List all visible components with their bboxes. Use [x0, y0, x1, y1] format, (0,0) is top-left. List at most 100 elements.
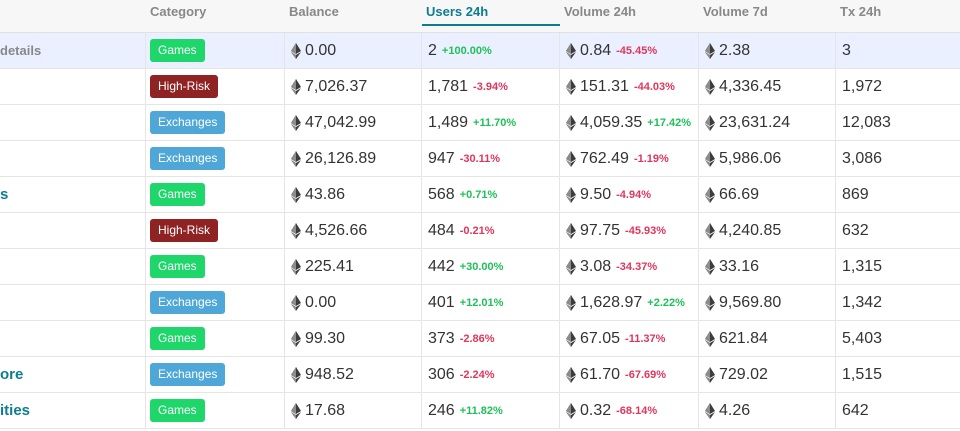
- ethereum-icon: [705, 186, 715, 203]
- ethereum-icon: [705, 294, 715, 311]
- ethereum-icon: [291, 330, 301, 347]
- category-cell: Games: [146, 33, 285, 68]
- tx-value: 12,083: [842, 113, 891, 131]
- table-row[interactable]: details Games 0.00 2 +100.00% 0.84 -45.4…: [0, 33, 960, 69]
- balance-cell: 99.30: [285, 321, 422, 356]
- ethereum-icon: [566, 42, 576, 59]
- ethereum-icon: [705, 366, 715, 383]
- users-value: 947: [428, 149, 455, 167]
- balance-cell: 0.00: [285, 33, 422, 68]
- table-row[interactable]: High-Risk 4,526.66 484 -0.21% 97.75 -45.…: [0, 213, 960, 249]
- volume-cell: 762.49 -1.19%: [560, 141, 699, 176]
- volume-value: 0.84: [580, 41, 612, 59]
- column-volume-header[interactable]: Volume 24h: [564, 4, 637, 19]
- category-badge[interactable]: Exchanges: [150, 111, 226, 134]
- column-balance-header[interactable]: Balance: [289, 4, 339, 19]
- category-badge[interactable]: Games: [150, 399, 205, 422]
- ethereum-icon: [566, 78, 576, 95]
- volume-cell: 67.05 -11.37%: [560, 321, 699, 356]
- tx-cell: 3: [836, 33, 960, 68]
- tx-cell: 3,086: [836, 141, 960, 176]
- volume7d-value: 5,986.06: [719, 149, 782, 167]
- volume7d-cell: 66.69: [699, 177, 836, 212]
- users-cell: 1,781 -3.94%: [422, 69, 560, 104]
- dapp-name[interactable]: ities: [0, 402, 31, 419]
- users-cell: 484 -0.21%: [422, 213, 560, 248]
- tx-value: 642: [842, 401, 869, 419]
- ethereum-icon: [566, 366, 576, 383]
- column-name-header[interactable]: [0, 0, 146, 32]
- users-change: -3.94%: [473, 80, 508, 93]
- table-row[interactable]: ities Games 17.68 246 +11.82% 0.32 -68.1…: [0, 393, 960, 429]
- tx-cell: 12,083: [836, 105, 960, 140]
- name-cell: s: [0, 177, 146, 212]
- balance-cell: 0.00: [285, 285, 422, 320]
- table-row[interactable]: Games 225.41 442 +30.00% 3.08 -34.37% 33…: [0, 249, 960, 285]
- balance-cell: 47,042.99: [285, 105, 422, 140]
- category-badge[interactable]: High-Risk: [150, 75, 219, 98]
- tx-value: 1,972: [842, 77, 883, 95]
- volume-value: 1,628.97: [580, 293, 643, 311]
- ethereum-icon: [705, 402, 715, 419]
- users-value: 2: [428, 41, 437, 59]
- table-row[interactable]: Exchanges 26,126.89 947 -30.11% 762.49 -…: [0, 141, 960, 177]
- category-cell: Games: [146, 249, 285, 284]
- volume7d-value: 4,336.45: [719, 77, 782, 95]
- users-change: +11.70%: [473, 116, 517, 129]
- volume7d-cell: 33.16: [699, 249, 836, 284]
- category-badge[interactable]: Exchanges: [150, 147, 226, 170]
- category-cell: Exchanges: [146, 141, 285, 176]
- column-tx-header[interactable]: Tx 24h: [840, 4, 882, 19]
- balance-cell: 17.68: [285, 393, 422, 428]
- dapp-name[interactable]: ore: [0, 366, 24, 383]
- name-cell: [0, 213, 146, 248]
- users-change: -2.24%: [459, 368, 495, 381]
- balance-cell: 225.41: [285, 249, 422, 284]
- volume-change: -1.19%: [633, 152, 669, 165]
- tx-cell: 5,403: [836, 321, 960, 356]
- category-badge[interactable]: Games: [150, 183, 205, 206]
- category-badge[interactable]: Exchanges: [150, 291, 226, 314]
- table-row[interactable]: Exchanges 0.00 401 +12.01% 1,628.97 +2.2…: [0, 285, 960, 321]
- tx-cell: 642: [836, 393, 960, 428]
- category-badge[interactable]: Exchanges: [150, 363, 226, 386]
- table-row[interactable]: Games 99.30 373 -2.86% 67.05 -11.37% 621…: [0, 321, 960, 357]
- table-row[interactable]: ore Exchanges 948.52 306 -2.24% 61.70 -6…: [0, 357, 960, 393]
- category-badge[interactable]: Games: [150, 255, 205, 278]
- category-cell: Exchanges: [146, 285, 285, 320]
- balance-value: 99.30: [305, 329, 346, 347]
- volume-value: 762.49: [580, 149, 629, 167]
- table-header: Category Balance Users 24h Volume 24h Vo…: [0, 0, 960, 33]
- dapp-name[interactable]: details: [0, 43, 42, 58]
- category-cell: High-Risk: [146, 69, 285, 104]
- column-category-header[interactable]: Category: [150, 4, 207, 19]
- category-badge[interactable]: High-Risk: [150, 219, 219, 242]
- table-row[interactable]: High-Risk 7,026.37 1,781 -3.94% 151.31 -…: [0, 69, 960, 105]
- tx-cell: 632: [836, 213, 960, 248]
- name-cell: details: [0, 33, 146, 68]
- users-value: 401: [428, 293, 455, 311]
- volume7d-cell: 5,986.06: [699, 141, 836, 176]
- users-value: 568: [428, 185, 455, 203]
- volume7d-value: 729.02: [719, 365, 768, 383]
- table-row[interactable]: Exchanges 47,042.99 1,489 +11.70% 4,059.…: [0, 105, 960, 141]
- volume-cell: 151.31 -44.03%: [560, 69, 699, 104]
- dapp-name[interactable]: s: [0, 186, 9, 203]
- name-cell: ore: [0, 357, 146, 392]
- category-badge[interactable]: Games: [150, 327, 205, 350]
- category-badge[interactable]: Games: [150, 39, 205, 62]
- users-change: -2.86%: [459, 332, 495, 345]
- balance-value: 948.52: [305, 365, 354, 383]
- category-cell: Games: [146, 393, 285, 428]
- ethereum-icon: [705, 78, 715, 95]
- ethereum-icon: [566, 114, 576, 131]
- table-row[interactable]: s Games 43.86 568 +0.71% 9.50 -4.94% 66.…: [0, 177, 960, 213]
- volume-cell: 1,628.97 +2.22%: [560, 285, 699, 320]
- column-users-header[interactable]: Users 24h: [422, 0, 560, 32]
- volume-cell: 3.08 -34.37%: [560, 249, 699, 284]
- ethereum-icon: [705, 330, 715, 347]
- tx-value: 869: [842, 185, 869, 203]
- volume-value: 0.32: [580, 401, 612, 419]
- column-volume7d-header[interactable]: Volume 7d: [703, 4, 768, 19]
